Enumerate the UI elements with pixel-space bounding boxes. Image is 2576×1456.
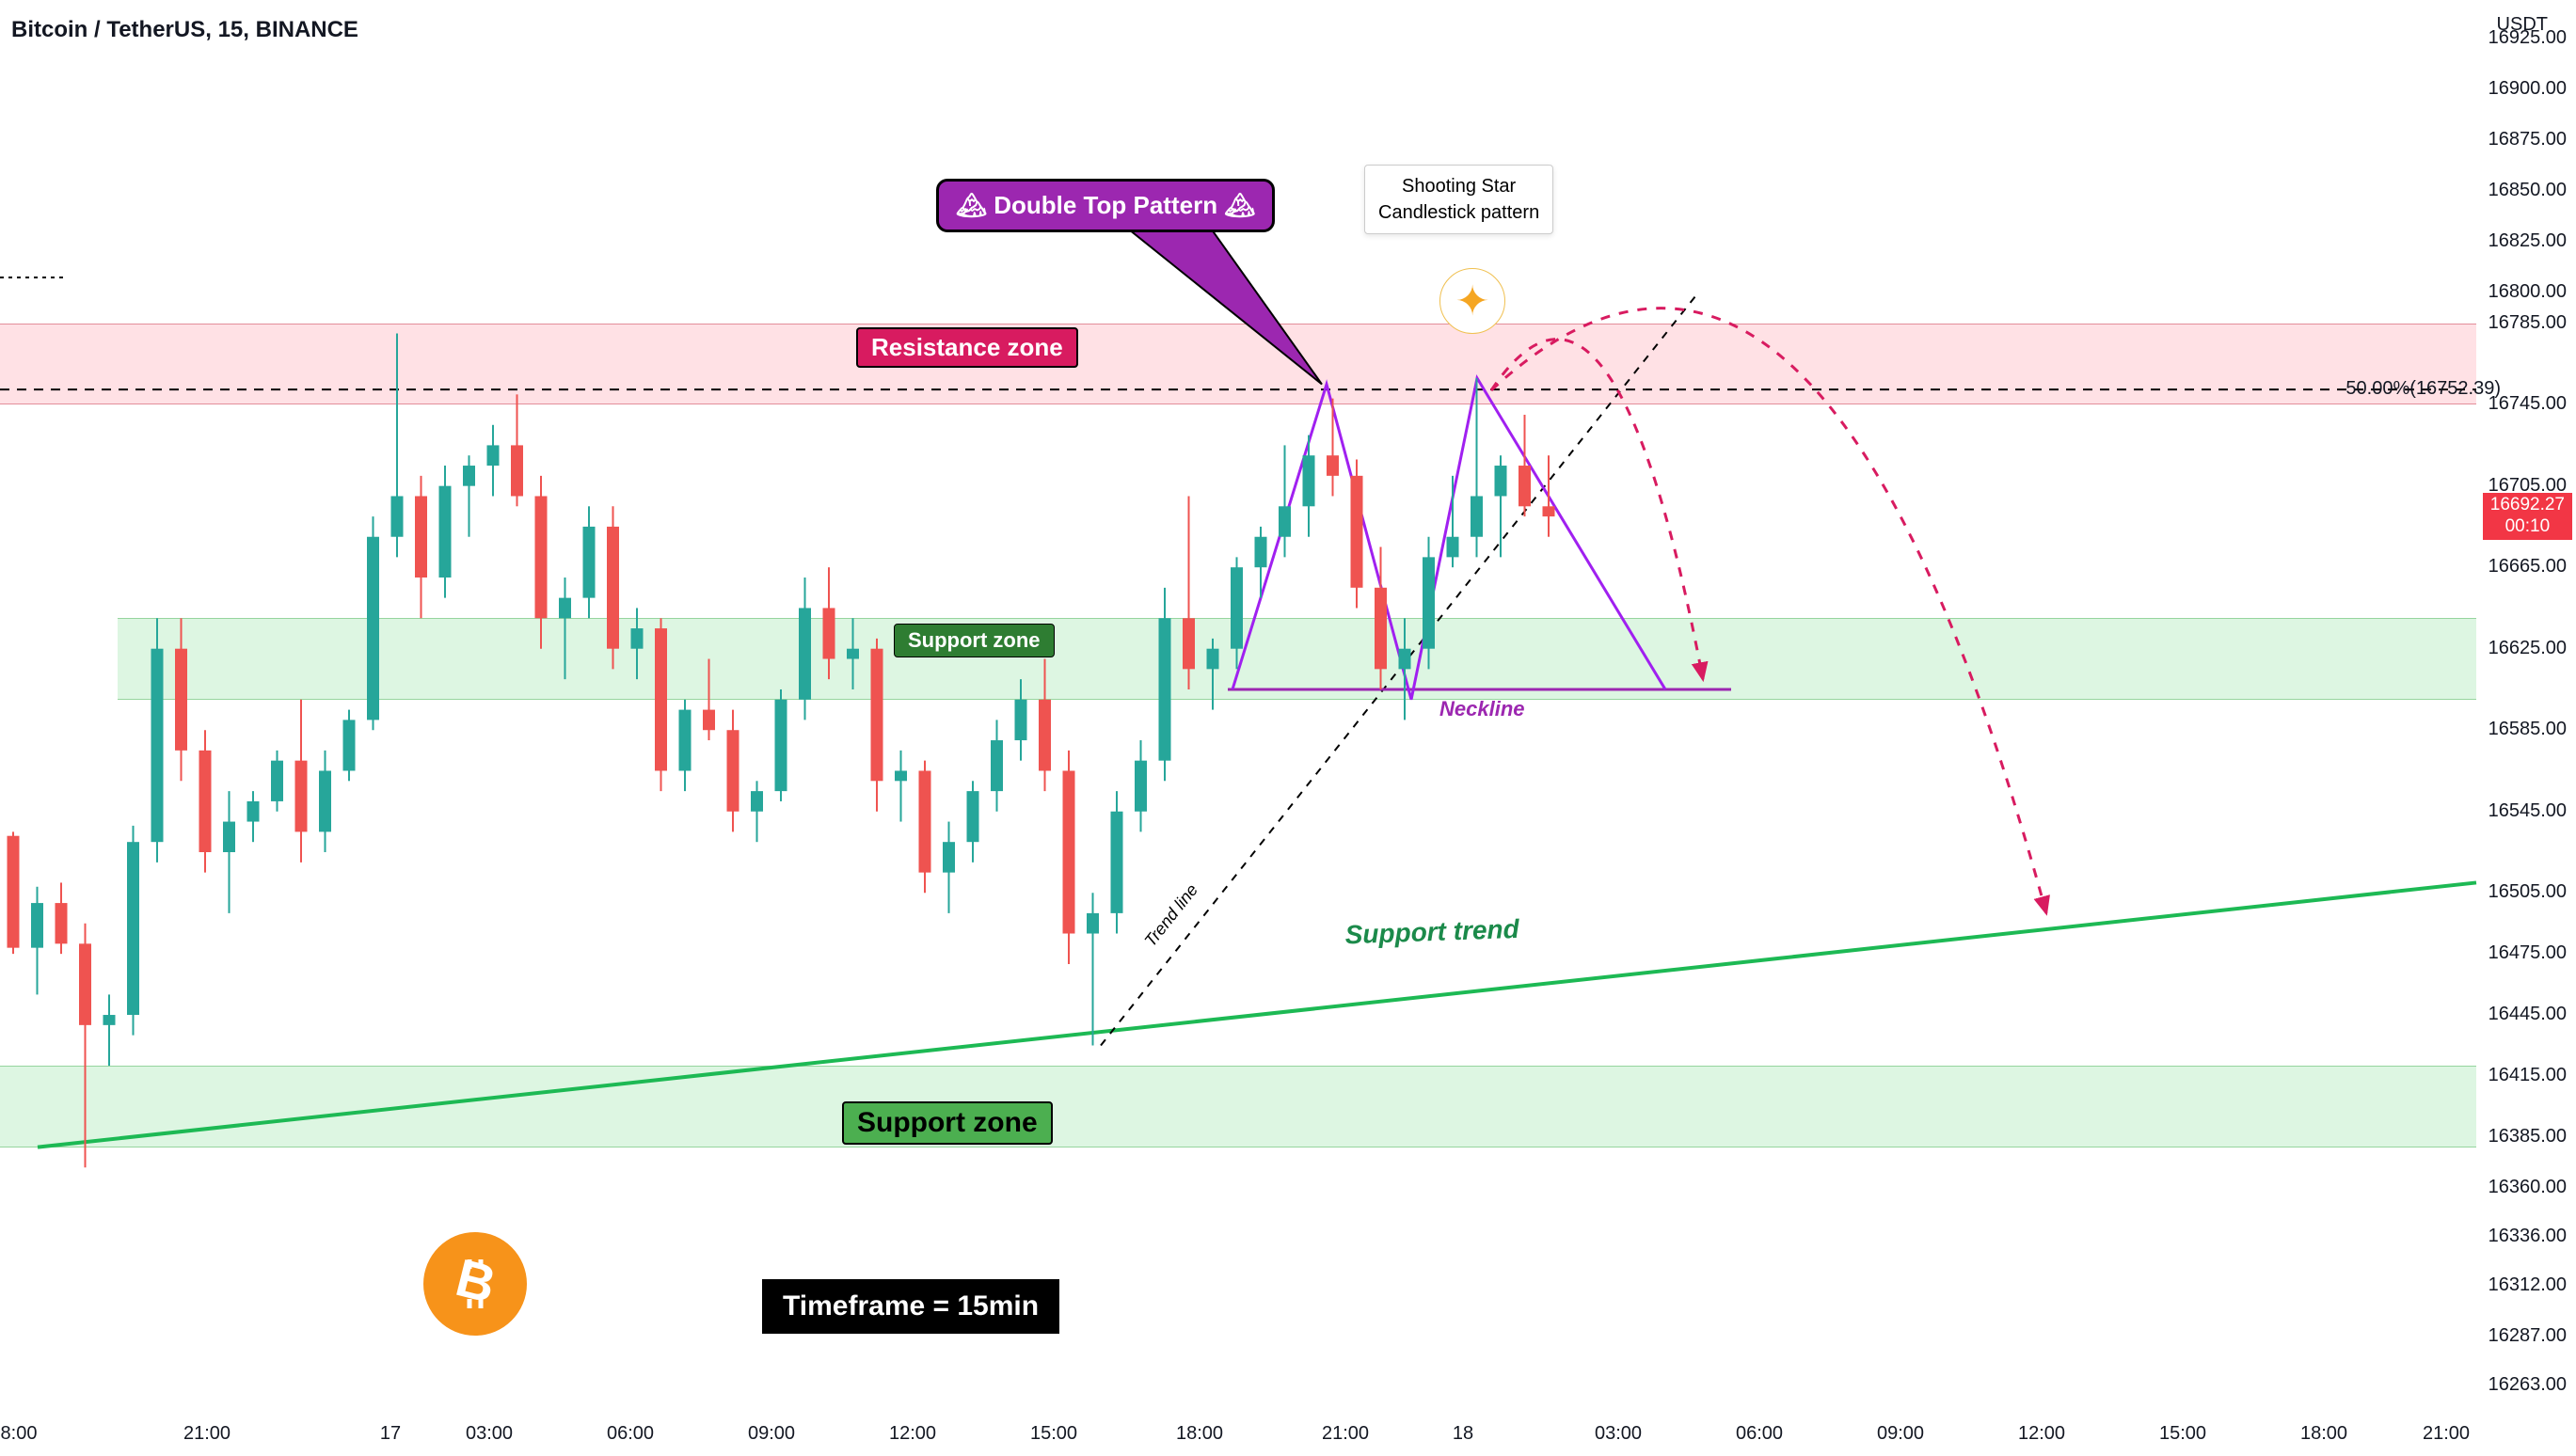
x-tick-label: 09:00	[748, 1423, 795, 1445]
y-tick-label: 16545.00	[2489, 800, 2567, 822]
x-tick-label: 18:00	[2300, 1423, 2347, 1445]
x-tick-label: 12:00	[2018, 1423, 2065, 1445]
y-tick-label: 16585.00	[2489, 719, 2567, 740]
star-icon: ✦	[1439, 268, 1505, 334]
shooting-star-callout: Shooting StarCandlestick pattern	[1364, 165, 1553, 234]
chart-container: Bitcoin / TetherUS, 15, BINANCE USDT Sup…	[0, 0, 2576, 1456]
x-tick-label: 18:00	[1176, 1423, 1223, 1445]
shooting-star-line: Candlestick pattern	[1378, 199, 1539, 226]
svg-text:Trend line: Trend line	[1140, 880, 1201, 950]
shooting-star-line: Shooting Star	[1378, 173, 1539, 199]
y-tick-label: 16900.00	[2489, 78, 2567, 100]
x-tick-label: 03:00	[466, 1423, 513, 1445]
y-tick-label: 16312.00	[2489, 1274, 2567, 1296]
x-tick-label: 06:00	[1736, 1423, 1783, 1445]
y-tick-label: 16850.00	[2489, 180, 2567, 201]
y-tick-label: 16287.00	[2489, 1325, 2567, 1347]
timeframe-box: Timeframe = 15min	[762, 1279, 1059, 1334]
x-tick-label: 21:00	[183, 1423, 231, 1445]
double-top-callout: 🏔 Double Top Pattern 🏔	[936, 179, 1275, 232]
y-tick-label: 16505.00	[2489, 881, 2567, 903]
y-tick-label: 16475.00	[2489, 942, 2567, 964]
x-tick-label: 12:00	[889, 1423, 936, 1445]
x-tick-label: 21:00	[1322, 1423, 1369, 1445]
current-price-box: 16692.27 00:10	[2483, 493, 2572, 540]
double-top-label: 🏔 Double Top Pattern 🏔	[956, 191, 1255, 219]
chart-svg: Support trend Trend line	[0, 0, 2576, 1456]
support-zone-tag-2: Support zone	[842, 1101, 1053, 1145]
neckline-label: Neckline	[1439, 697, 1525, 721]
current-price-value: 16692.27	[2490, 495, 2565, 516]
support-zone-tag-1: Support zone	[894, 624, 1055, 657]
bitcoin-logo-icon: B	[423, 1232, 527, 1336]
y-tick-label: 16800.00	[2489, 281, 2567, 303]
x-tick-label: 15:00	[1030, 1423, 1077, 1445]
y-tick-label: 16825.00	[2489, 230, 2567, 252]
y-tick-label: 16360.00	[2489, 1177, 2567, 1198]
x-tick-label: 18	[1453, 1423, 1473, 1445]
y-tick-label: 16785.00	[2489, 312, 2567, 334]
resistance-zone-tag: Resistance zone	[856, 327, 1078, 368]
svg-text:Support trend: Support trend	[1344, 914, 1520, 949]
x-tick-label: 03:00	[1595, 1423, 1642, 1445]
svg-text:B: B	[451, 1254, 501, 1314]
y-tick-label: 16875.00	[2489, 129, 2567, 150]
y-tick-label: 16336.00	[2489, 1226, 2567, 1247]
bitcoin-glyph-icon: B	[445, 1254, 505, 1314]
y-tick-label: 16925.00	[2489, 27, 2567, 49]
y-tick-label: 16445.00	[2489, 1004, 2567, 1025]
fib-level-label: 50.00%(16752.39)	[2345, 378, 2501, 400]
x-tick-label: 15:00	[2159, 1423, 2206, 1445]
y-tick-label: 16625.00	[2489, 638, 2567, 659]
x-tick-label: 21:00	[2423, 1423, 2470, 1445]
y-tick-label: 16415.00	[2489, 1065, 2567, 1086]
current-price-time: 00:10	[2490, 516, 2565, 538]
x-tick-label: 8:00	[1, 1423, 38, 1445]
y-tick-label: 16263.00	[2489, 1374, 2567, 1396]
x-tick-label: 06:00	[607, 1423, 654, 1445]
x-tick-label: 17	[380, 1423, 401, 1445]
y-tick-label: 16385.00	[2489, 1126, 2567, 1147]
y-tick-label: 16665.00	[2489, 556, 2567, 578]
x-tick-label: 09:00	[1877, 1423, 1924, 1445]
